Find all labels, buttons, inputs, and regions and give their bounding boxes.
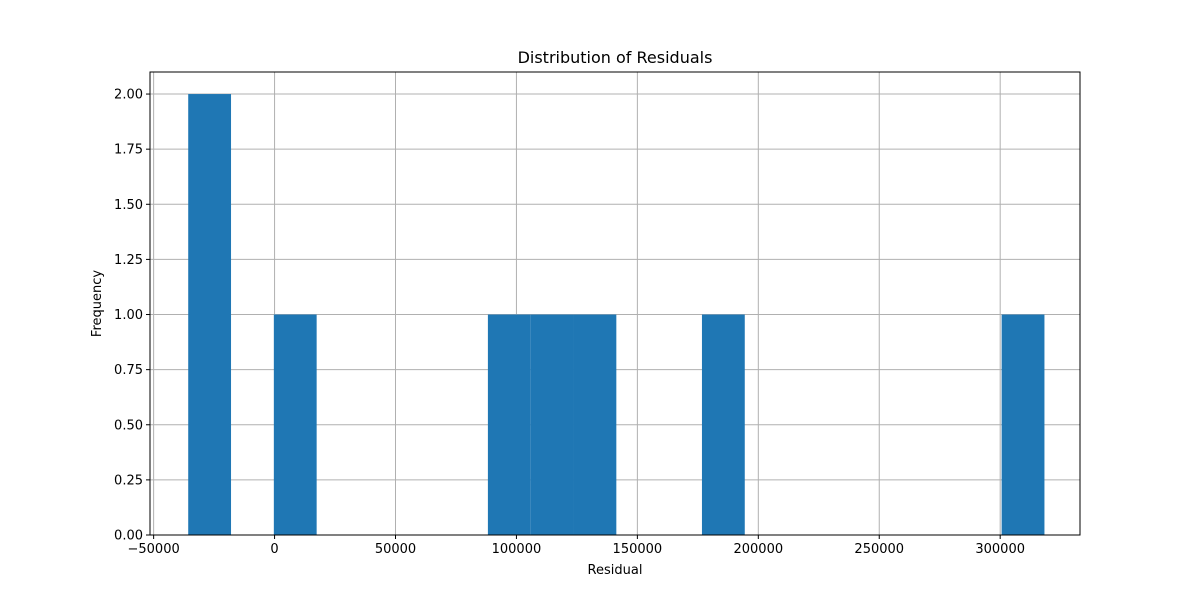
y-tick-label: 1.50 xyxy=(114,198,143,213)
x-tick-label: 150000 xyxy=(613,542,663,557)
x-tick-label: 100000 xyxy=(492,542,542,557)
y-tick-label: 1.25 xyxy=(114,253,143,268)
x-tick-label: 300000 xyxy=(975,542,1025,557)
y-tick-label: 0.25 xyxy=(114,473,143,488)
histogram-bar xyxy=(1001,314,1045,535)
histogram-bar xyxy=(487,314,531,535)
y-tick-label: 0.00 xyxy=(114,529,143,544)
histogram-bar xyxy=(573,314,617,535)
y-tick-label: 2.00 xyxy=(114,88,143,103)
histogram-bar xyxy=(188,94,232,536)
x-tick-label: −50000 xyxy=(128,542,180,557)
y-tick-label: 0.50 xyxy=(114,418,143,433)
ticks-layer: −50000 0 50000 100000 150000 200000 250000 3000… xyxy=(114,88,1025,557)
x-tick-label: 50000 xyxy=(375,542,416,557)
x-tick-label: 250000 xyxy=(854,542,904,557)
histogram-bar xyxy=(273,314,317,535)
axes-frame xyxy=(149,71,1081,536)
x-tick-label: 0 xyxy=(270,542,278,557)
histogram-bar xyxy=(701,314,745,535)
y-axis-label: Frequency xyxy=(90,270,105,337)
bars-layer xyxy=(188,94,1045,536)
y-tick-label: 0.75 xyxy=(114,363,143,378)
chart-title: Distribution of Residuals xyxy=(518,48,713,67)
histogram-bar xyxy=(530,314,574,535)
x-tick-label: 200000 xyxy=(733,542,783,557)
x-axis-label: Residual xyxy=(588,563,643,578)
y-tick-label: 1.75 xyxy=(114,143,143,158)
y-tick-label: 1.00 xyxy=(114,308,143,323)
